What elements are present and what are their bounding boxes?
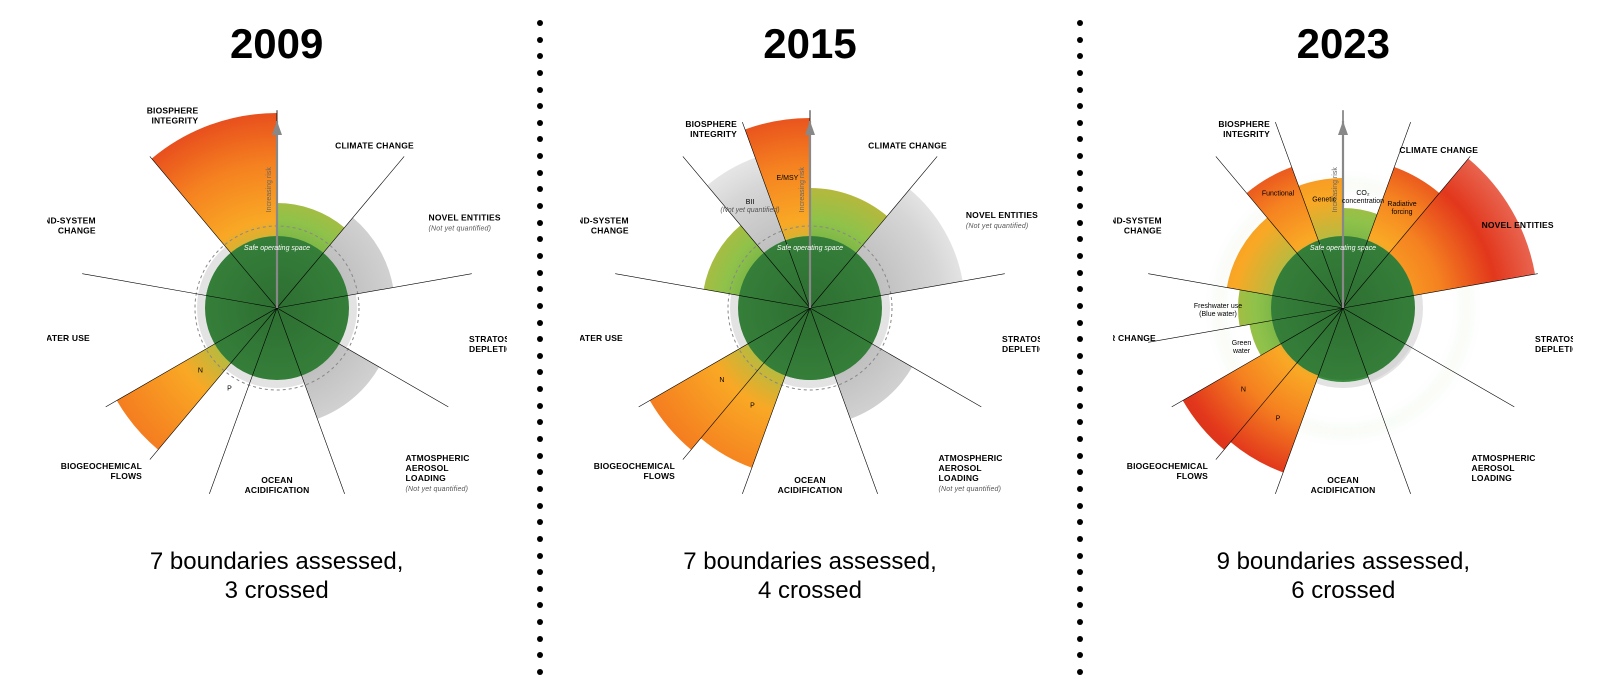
wedge-label-biogeo_N: N: [719, 377, 724, 384]
safe-operating-label: Safe operating space: [1310, 245, 1376, 252]
panel-title: 2009: [230, 20, 323, 68]
panel-title: 2015: [763, 20, 856, 68]
label-landsys: LAND-SYSTEMCHANGE: [1113, 215, 1162, 235]
risk-axis-label: Increasing risk: [1332, 167, 1339, 213]
label-bio_func: BIOSPHEREINTEGRITY: [1219, 119, 1271, 139]
wedge-label-biogeo_P: P: [1276, 416, 1281, 423]
label-novel: NOVEL ENTITIES(Not yet quantified): [966, 210, 1038, 230]
safe-operating-label: Safe operating space: [244, 245, 310, 252]
label-climate_rf: CLIMATE CHANGE: [1400, 145, 1479, 155]
separator-2: [1073, 20, 1087, 675]
label-aerosol: ATMOSPHERICAEROSOLLOADING(Not yet quanti…: [405, 453, 469, 493]
panel-2009: 2009 Increasing risk Safe operating space…: [17, 20, 537, 606]
label-aerosol: ATMOSPHERICAEROSOLLOADING: [1472, 453, 1536, 483]
wedge-label-fw_blue: Freshwater use(Blue water): [1194, 303, 1242, 318]
infographic-root: 2009 Increasing risk Safe operating space…: [0, 0, 1620, 695]
label-ocean: OCEANACIDIFICATION: [778, 475, 843, 495]
label-biogeo_N: BIOGEOCHEMICALFLOWS: [594, 461, 675, 481]
chart-2015: Increasing risk Safe operating space CLIMA…: [580, 78, 1040, 538]
label-freshwater: FRESHWATER USE: [47, 333, 90, 343]
separator-1: [533, 20, 547, 675]
panel-title: 2023: [1297, 20, 1390, 68]
wedge-label-biogeo_N: N: [1241, 387, 1246, 394]
label-freshwater: FRESHWATER USE: [580, 333, 623, 343]
label-biogeo_N: BIOGEOCHEMICALFLOWS: [60, 461, 141, 481]
label-ozone: STRATOSPHERIC OZONEDEPLETION: [1535, 334, 1573, 354]
risk-axis-label: Increasing risk: [799, 167, 806, 213]
label-landsys: LAND-SYSTEMCHANGE: [47, 215, 96, 235]
label-biogeo_N: BIOGEOCHEMICALFLOWS: [1127, 461, 1208, 481]
wedge-label-bio_gen: Genetic: [1312, 197, 1337, 204]
safe-operating-label: Safe operating space: [777, 245, 843, 252]
wedge-label-biogeo_P: P: [227, 385, 232, 392]
label-ozone: STRATOSPHERIC OZONEDEPLETION: [469, 334, 507, 354]
label-ocean: OCEANACIDIFICATION: [1311, 475, 1376, 495]
wedge-label-climate_rf: Radiativeforcing: [1388, 201, 1417, 216]
risk-axis-label: Increasing risk: [266, 167, 273, 213]
wedge-label-fw_green: Greenwater: [1232, 340, 1252, 355]
label-novel: NOVEL ENTITIES: [1482, 220, 1554, 230]
wedge-label-bio_EMSY: E/MSY: [777, 175, 799, 182]
label-aerosol: ATMOSPHERICAEROSOLLOADING(Not yet quanti…: [939, 453, 1003, 493]
label-ocean: OCEANACIDIFICATION: [244, 475, 309, 495]
panel-2023: 2023 Increasing risk Safe operating space…: [1083, 20, 1603, 606]
chart-2023: Increasing riskSafe operating spaceCO₂co…: [1113, 78, 1573, 538]
wedge-label-biogeo_P: P: [750, 403, 755, 410]
panel-caption: 7 boundaries assessed, 3 crossed: [150, 548, 404, 606]
label-landsys: LAND-SYSTEMCHANGE: [580, 215, 629, 235]
label-bio_BII: BIOSPHEREINTEGRITY: [685, 119, 737, 139]
label-ozone: STRATOSPHERIC OZONEDEPLETION: [1002, 334, 1040, 354]
wedge-label-biogeo_N: N: [198, 367, 203, 374]
panel-caption: 7 boundaries assessed, 4 crossed: [683, 548, 937, 606]
label-biosphere: BIOSPHEREINTEGRITY: [146, 105, 198, 125]
chart-2009: Increasing risk Safe operating space CLIMA…: [47, 78, 507, 538]
label-climate: CLIMATE CHANGE: [335, 140, 414, 150]
wedge-label-bio_func: Functional: [1262, 190, 1295, 197]
label-fw_blue: FRESHWATER CHANGE: [1113, 333, 1156, 343]
panel-caption: 9 boundaries assessed, 6 crossed: [1217, 548, 1471, 606]
panel-2015: 2015 Increasing risk Safe operating space…: [550, 20, 1070, 606]
label-climate: CLIMATE CHANGE: [868, 140, 947, 150]
label-novel: NOVEL ENTITIES(Not yet quantified): [428, 213, 500, 233]
risk-arrowhead: [1338, 121, 1348, 135]
